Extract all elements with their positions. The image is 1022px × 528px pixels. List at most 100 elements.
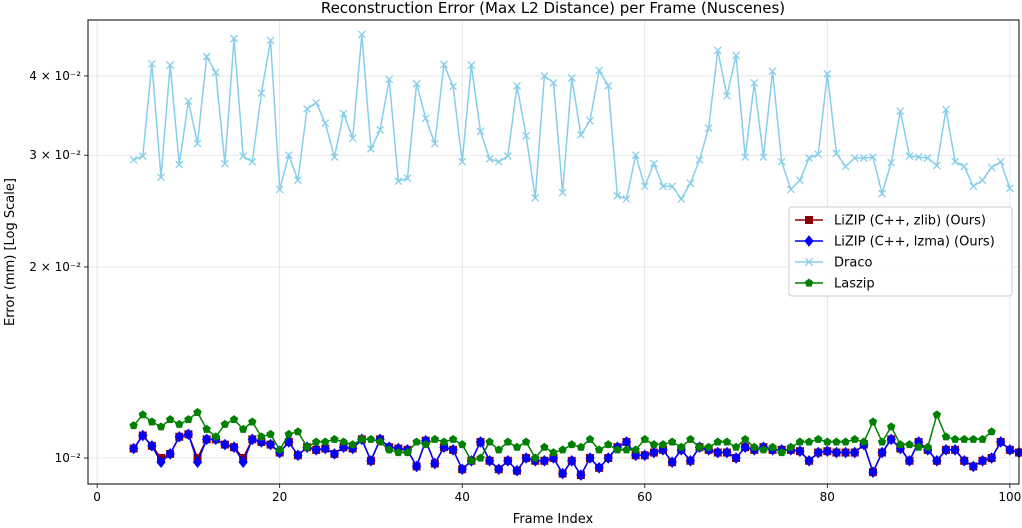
x-axis: 0 20 40 60 80 100 <box>93 484 1021 504</box>
data-point <box>988 164 995 171</box>
data-point <box>130 156 137 163</box>
x-tick-label: 40 <box>455 490 470 504</box>
x-tick-label: 20 <box>272 490 287 504</box>
data-point <box>860 438 867 445</box>
data-point <box>924 443 931 450</box>
data-point <box>349 441 356 448</box>
chart-title: Reconstruction Error (Max L2 Distance) p… <box>321 0 785 17</box>
data-point <box>869 418 876 425</box>
data-point <box>796 438 803 445</box>
data-point <box>194 409 201 416</box>
data-point <box>833 438 840 445</box>
data-point <box>459 441 466 448</box>
data-point <box>322 438 329 445</box>
data-point <box>285 430 292 437</box>
y-tick-label: 4 × 10⁻² <box>29 69 81 83</box>
data-point <box>313 438 320 445</box>
data-point <box>650 441 657 448</box>
data-point <box>203 425 210 432</box>
series-laszip <box>130 409 995 464</box>
legend-label: Laszip <box>834 277 875 292</box>
data-point <box>167 416 174 423</box>
x-axis-label: Frame Index <box>513 512 594 524</box>
data-point <box>331 436 338 443</box>
x-tick-label: 0 <box>93 490 101 504</box>
data-point <box>742 436 749 443</box>
data-point <box>705 443 712 450</box>
data-point <box>523 438 530 445</box>
y-tick-label: 10⁻² <box>55 451 82 465</box>
data-point <box>431 436 438 443</box>
data-point <box>659 441 666 448</box>
y-tick-label: 2 × 10⁻² <box>29 260 81 274</box>
data-point <box>267 430 274 437</box>
data-point <box>176 421 183 428</box>
legend-label: Draco <box>834 256 872 271</box>
data-point <box>504 438 511 445</box>
data-point <box>787 443 794 450</box>
data-point <box>714 438 721 445</box>
x-tick-label: 60 <box>637 490 652 504</box>
data-point <box>961 163 968 170</box>
data-point <box>669 438 676 445</box>
data-point <box>486 438 493 445</box>
data-point <box>906 441 913 448</box>
data-point <box>723 438 730 445</box>
data-point <box>769 443 776 450</box>
data-point <box>650 160 657 167</box>
series-line <box>134 34 1010 199</box>
data-point <box>888 423 895 430</box>
data-point <box>678 195 685 202</box>
data-point <box>851 436 858 443</box>
data-point <box>559 446 566 453</box>
data-point <box>276 446 283 453</box>
data-point <box>477 454 484 461</box>
data-point <box>605 441 612 448</box>
data-point <box>979 177 986 184</box>
data-point <box>413 438 420 445</box>
data-point <box>805 438 812 445</box>
data-point <box>842 438 849 445</box>
data-point <box>249 418 256 425</box>
series-draco <box>130 31 1013 202</box>
data-point <box>933 411 940 418</box>
data-point <box>988 428 995 435</box>
data-point <box>139 411 146 418</box>
data-point <box>997 158 1004 165</box>
data-point <box>541 443 548 450</box>
data-point <box>221 421 228 428</box>
data-point <box>294 428 301 435</box>
data-point <box>824 438 831 445</box>
legend-label: LiZIP (C++, lzma) (Ours) <box>834 235 995 250</box>
data-point <box>440 438 447 445</box>
data-point <box>897 441 904 448</box>
data-point <box>970 183 977 190</box>
data-point <box>550 449 557 456</box>
legend-label: LiZIP (C++, zlib) (Ours) <box>834 214 986 229</box>
data-point <box>641 436 648 443</box>
legend-marker <box>806 217 813 224</box>
data-point <box>942 433 949 440</box>
y-axis-label: Error (mm) [Log Scale] <box>3 178 18 326</box>
data-point <box>961 436 968 443</box>
data-point <box>970 436 977 443</box>
data-point <box>340 438 347 445</box>
data-point <box>842 163 849 170</box>
data-point <box>568 441 575 448</box>
x-tick-label: 80 <box>820 490 835 504</box>
data-point <box>687 436 694 443</box>
y-tick-label: 3 × 10⁻² <box>29 148 81 162</box>
x-tick-label: 100 <box>998 490 1021 504</box>
data-point <box>230 416 237 423</box>
data-point <box>367 436 374 443</box>
data-point <box>586 436 593 443</box>
data-point <box>787 186 794 193</box>
data-point <box>951 436 958 443</box>
legend: LiZIP (C++, zlib) (Ours) LiZIP (C++, lzma… <box>789 207 1012 296</box>
data-point <box>313 99 320 106</box>
data-point <box>796 177 803 184</box>
data-point <box>513 443 520 450</box>
data-point <box>623 446 630 453</box>
